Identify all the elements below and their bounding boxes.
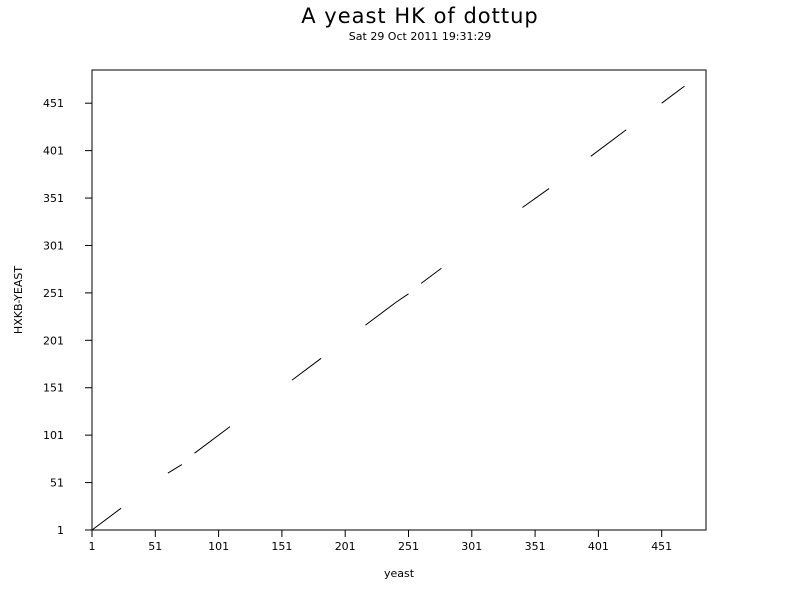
x-tick-label: 1 bbox=[89, 540, 96, 553]
y-tick-label: 101 bbox=[43, 429, 64, 442]
x-tick-label: 251 bbox=[398, 540, 419, 553]
match-segment bbox=[291, 357, 322, 381]
y-tick-label: 251 bbox=[43, 287, 64, 300]
match-segment bbox=[395, 293, 409, 303]
x-tick-label: 451 bbox=[651, 540, 672, 553]
chart-subtitle: Sat 29 Oct 2011 19:31:29 bbox=[349, 30, 491, 43]
x-tick-label: 401 bbox=[588, 540, 609, 553]
x-tick-label: 301 bbox=[461, 540, 482, 553]
match-segment bbox=[420, 267, 442, 284]
y-tick-label: 451 bbox=[43, 97, 64, 110]
match-segment bbox=[661, 85, 685, 104]
match-segment bbox=[167, 464, 183, 474]
match-segment bbox=[522, 188, 550, 208]
x-tick-label: 351 bbox=[525, 540, 546, 553]
match-segment bbox=[365, 301, 397, 326]
y-tick-label: 201 bbox=[43, 334, 64, 347]
plot-frame bbox=[91, 69, 707, 531]
y-tick-label: 301 bbox=[43, 239, 64, 252]
y-tick-label: 351 bbox=[43, 192, 64, 205]
match-segment bbox=[91, 507, 122, 531]
x-tick-label: 101 bbox=[208, 540, 229, 553]
y-tick-label: 151 bbox=[43, 382, 64, 395]
match-segment bbox=[194, 426, 231, 454]
y-tick-label: 1 bbox=[57, 524, 64, 537]
chart-title: A yeast HK of dottup bbox=[301, 4, 539, 28]
y-tick-label: 51 bbox=[50, 477, 64, 490]
match-segment bbox=[590, 129, 627, 157]
x-tick-label: 51 bbox=[148, 540, 162, 553]
match-segments bbox=[91, 85, 685, 531]
y-axis-label: HXKB-YEAST bbox=[12, 266, 25, 334]
x-axis-label: yeast bbox=[384, 567, 415, 580]
y-tick-label: 401 bbox=[43, 145, 64, 158]
x-tick-label: 201 bbox=[335, 540, 356, 553]
x-tick-label: 151 bbox=[271, 540, 292, 553]
x-axis-ticks: 1 51 101 151 201 251 301 351 401 451 bbox=[89, 530, 672, 553]
